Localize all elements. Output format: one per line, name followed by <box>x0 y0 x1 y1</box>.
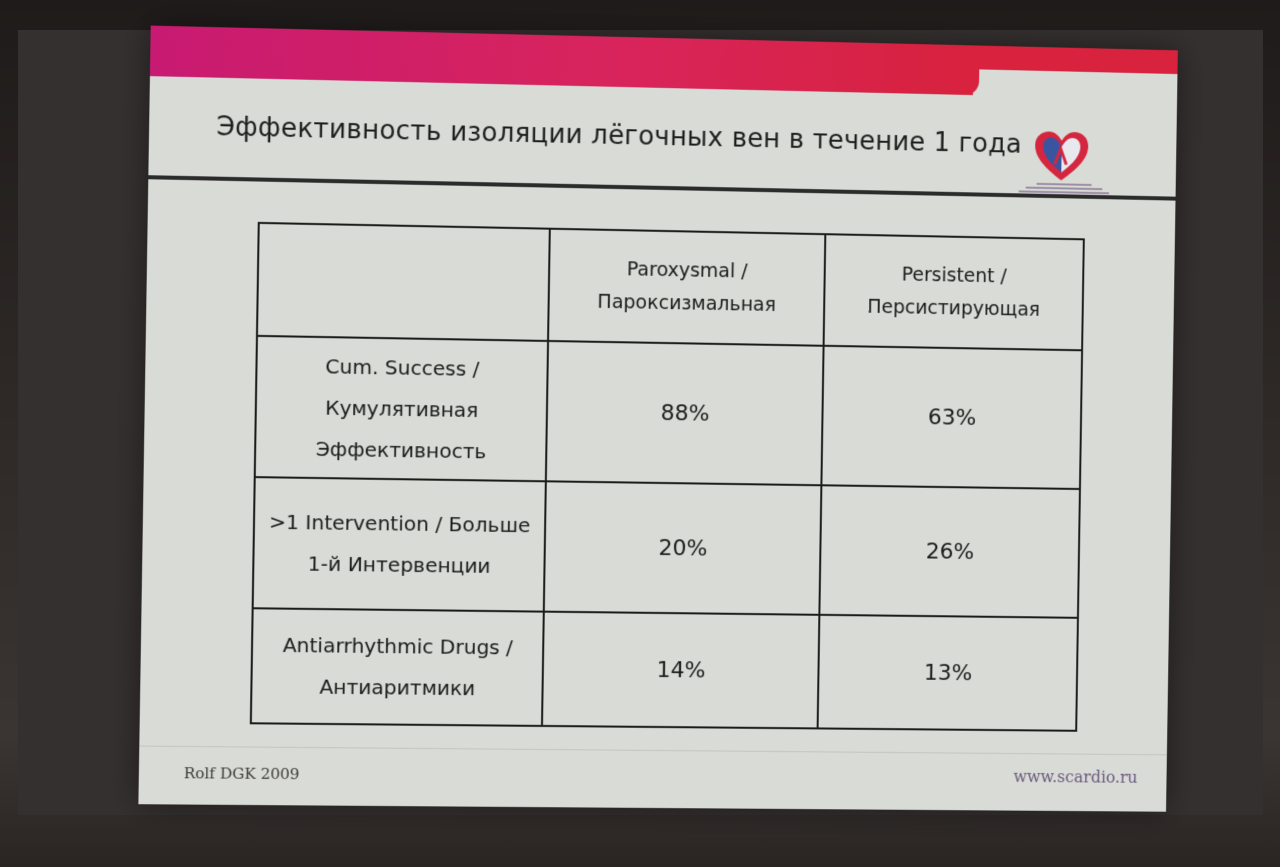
source-citation: Rolf DGK 2009 <box>183 764 300 784</box>
value-paroxysmal: 14% <box>541 611 820 729</box>
footer-divider <box>139 745 1167 756</box>
slide-title: Эффективность изоляции лёгочных вен в те… <box>216 111 1023 160</box>
row-label-intervention: >1 Intervention / Больше 1-й Интервенции <box>252 477 546 612</box>
value-paroxysmal: 20% <box>543 481 822 615</box>
table-header-persistent: Persistent / Персистирующая <box>823 234 1084 351</box>
value-paroxysmal: 88% <box>545 340 824 486</box>
results-table: Paroxysmal / Пароксизмальная Persistent … <box>250 222 1085 732</box>
slide-accent-band-notch <box>961 68 980 96</box>
table-header-empty <box>256 222 550 341</box>
slide-accent-band-tail <box>961 45 1178 75</box>
table-row: >1 Intervention / Больше 1-й Интервенции… <box>252 477 1080 618</box>
table-row: Antiarrhythmic Drugs / Антиаритмики 14% … <box>250 608 1078 731</box>
value-persistent: 13% <box>817 614 1078 731</box>
presentation-slide: Эффективность изоляции лёгочных вен в те… <box>138 25 1178 812</box>
row-label-cum-success: Cum. Success / Кумулятивная Эффективност… <box>254 335 549 482</box>
heart-logo-icon <box>1030 128 1110 209</box>
table-row: Cum. Success / Кумулятивная Эффективност… <box>254 335 1083 490</box>
website-link[interactable]: www.scardio.ru <box>1013 766 1138 787</box>
table-header-row: Paroxysmal / Пароксизмальная Persistent … <box>256 222 1084 351</box>
value-persistent: 26% <box>819 485 1080 618</box>
value-persistent: 63% <box>821 345 1083 490</box>
row-label-antiarrhythmic: Antiarrhythmic Drugs / Антиаритмики <box>250 608 544 726</box>
table-header-paroxysmal: Paroxysmal / Пароксизмальная <box>548 228 826 346</box>
